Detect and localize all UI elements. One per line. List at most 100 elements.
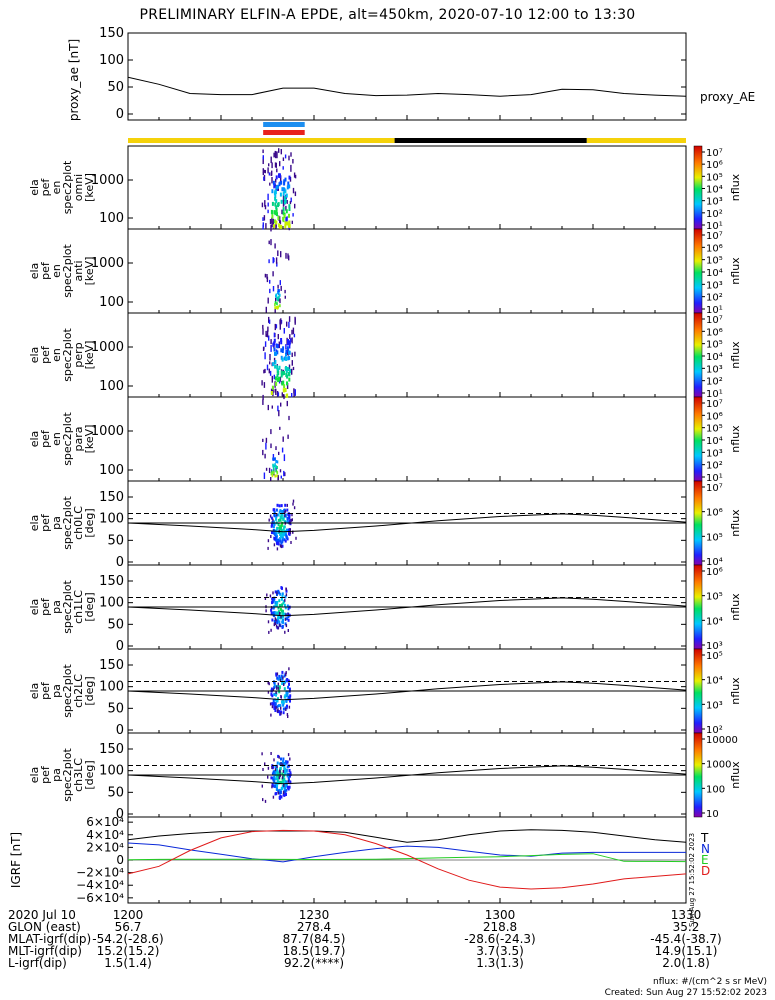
ch0LC-flux-pixel xyxy=(288,528,291,532)
ch3LC-flux-pixel xyxy=(267,766,270,770)
ch0LC-colorbar-label: 10⁵ xyxy=(706,532,723,543)
ch1LC-flux-pixel xyxy=(279,607,282,611)
omni-flux-pixel xyxy=(291,220,293,224)
perp-flux-pixel xyxy=(285,369,288,373)
para-flux-pixel xyxy=(278,451,280,456)
omni-flux-pixel xyxy=(282,191,285,196)
ch2LC-flux-pixel xyxy=(270,713,272,717)
ch1LC-flux-pixel xyxy=(274,617,276,621)
ch0LC-flux-pixel xyxy=(275,538,278,542)
perp-flux-pixel xyxy=(277,334,279,340)
ch1LC-flux-pixel xyxy=(285,587,287,591)
ch0LC-flux-pixel xyxy=(272,520,275,524)
para-flux-pixel xyxy=(276,460,279,464)
omni-flux-pixel xyxy=(267,193,269,201)
omni-flux-pixel xyxy=(281,187,284,192)
ch3LC-ylabel-line: ela xyxy=(28,767,41,784)
anti-flux-pixel xyxy=(278,295,280,299)
para-flux-pixel xyxy=(270,477,272,481)
omni-flux-pixel xyxy=(264,205,267,210)
perp-flux-pixel xyxy=(278,380,281,384)
ch3LC-flux-pixel xyxy=(279,789,282,793)
anti-ylabel-line: en xyxy=(50,264,63,278)
anti-flux-pixel xyxy=(272,286,275,292)
time-axis-value: 2.0(1.8) xyxy=(662,956,710,970)
ch0LC-flux-pixel xyxy=(286,503,288,507)
ch3LC-flux-pixel xyxy=(281,776,284,780)
anti-flux-pixel xyxy=(274,306,276,310)
ch2LC-colorbar-label: 10⁵ xyxy=(706,651,723,662)
ch3LC-flux-pixel xyxy=(279,770,281,774)
ch0LC-flux-pixel xyxy=(295,536,297,540)
omni-flux-pixel xyxy=(273,224,276,229)
ch3LC-flux-pixel xyxy=(289,780,292,784)
ch1LC-flux-pixel xyxy=(270,628,272,632)
omni-flux-pixel xyxy=(278,173,281,178)
perp-flux-pixel xyxy=(293,333,296,338)
omni-colorbar-title: nflux xyxy=(729,173,742,201)
ch2LC-ylabel-line: pa xyxy=(50,684,63,698)
perp-flux-pixel xyxy=(274,360,277,364)
ch1LC-flux-pixel xyxy=(280,586,283,590)
ch1LC-flux-pixel xyxy=(270,611,273,615)
ch3LC-flux-pixel xyxy=(277,781,280,785)
ch2LC-ylabel-line: ch2LC xyxy=(72,674,85,708)
ch0LC-flux-pixel xyxy=(283,532,286,536)
ch3LC-flux-pixel xyxy=(273,775,276,779)
omni-colorbar-label: 10² xyxy=(706,209,723,220)
perp-flux-pixel xyxy=(282,346,285,351)
omni-flux-pixel xyxy=(290,152,292,157)
igrf-T-line xyxy=(127,829,687,843)
perp-flux-pixel xyxy=(281,371,284,376)
omni-flux-pixel xyxy=(294,174,297,179)
para-flux-pixel xyxy=(265,437,268,443)
anti-flux-pixel xyxy=(275,306,278,309)
ch2LC-flux-pixel xyxy=(275,706,277,710)
anti-frame xyxy=(127,228,687,314)
orbit-shadow-segment xyxy=(394,138,587,143)
ch1LC-flux-pixel xyxy=(274,620,277,624)
ch2LC-flux-pixel xyxy=(280,674,283,678)
perp-flux-pixel xyxy=(263,346,265,350)
omni-colorbar-label: 10⁷ xyxy=(706,148,723,159)
perp-flux-pixel xyxy=(289,369,291,373)
omni-flux-pixel xyxy=(261,202,264,208)
ch1LC-flux-pixel xyxy=(281,620,284,624)
ch1LC-flux-pixel xyxy=(272,591,274,595)
omni-flux-pixel xyxy=(275,223,277,229)
omni-flux-pixel xyxy=(288,207,291,211)
ch2LC-flux-pixel xyxy=(276,709,279,713)
ch3LC-flux-pixel xyxy=(287,779,289,783)
ch3LC-flux-pixel xyxy=(285,780,288,784)
ch2LC-flux-pixel xyxy=(267,690,270,694)
time-axis-value: 14.9(15.1) xyxy=(654,944,718,958)
ch1LC-ylabel-line: pef xyxy=(39,597,52,616)
anti-ylabel-line: [keV] xyxy=(83,257,96,286)
perp-ylabel-line: en xyxy=(50,348,63,362)
anti-flux-pixel xyxy=(274,308,276,313)
ch2LC-flux-pixel xyxy=(281,682,284,685)
omni-tick-label: 100 xyxy=(99,211,124,226)
ch2LC-flux-pixel xyxy=(278,690,281,694)
perp-colorbar-label: 10² xyxy=(706,377,723,388)
para-flux-pixel xyxy=(268,467,271,473)
perp-flux-pixel xyxy=(274,323,276,331)
omni-flux-pixel xyxy=(269,219,272,225)
perp-flux-pixel xyxy=(273,341,276,346)
side-timestamp: Sun Aug 27 15:52:02 2023 xyxy=(688,833,696,927)
ch2LC-colorbar-label: 10² xyxy=(706,725,723,736)
ch3LC-flux-pixel xyxy=(272,776,274,780)
ch0LC-flux-pixel xyxy=(273,543,276,547)
ch0LC-flux-pixel xyxy=(272,518,274,522)
anti-flux-pixel xyxy=(267,297,269,304)
anti-flux-pixel xyxy=(266,274,268,279)
ch0LC-flux-pixel xyxy=(286,520,289,524)
ch1LC-flux-pixel xyxy=(284,630,286,634)
ch3LC-flux-pixel xyxy=(288,785,291,789)
para-flux-pixel xyxy=(277,476,279,480)
perp-flux-pixel xyxy=(276,391,279,398)
ch3LC-flux-pixel xyxy=(281,772,284,776)
ch3LC-flux-pixel xyxy=(274,768,277,772)
ch1LC-flux-pixel xyxy=(278,612,281,615)
perp-flux-pixel xyxy=(278,341,280,349)
